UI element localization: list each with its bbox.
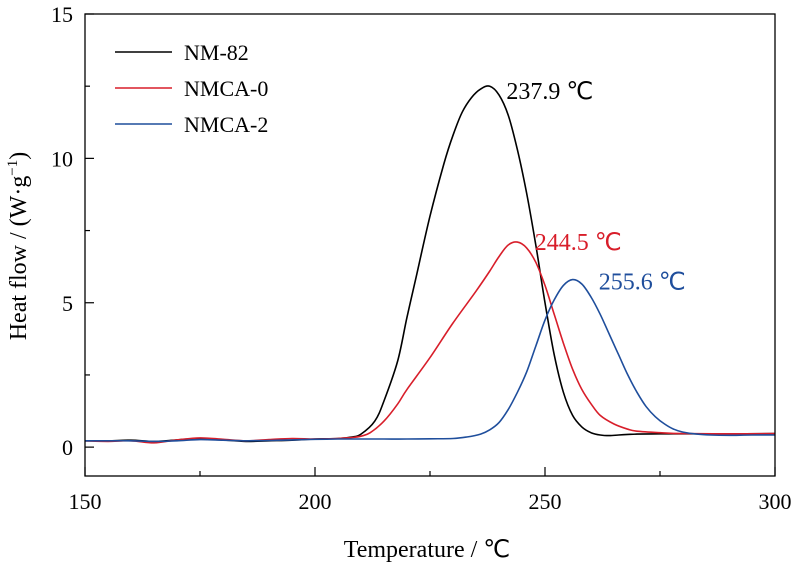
peak-label: 237.9 ℃ [506, 79, 593, 105]
y-axis-title-main: Heat flow / (W·g [6, 176, 32, 341]
x-axis-title: Temperature / ℃ [344, 537, 511, 563]
peak-annotations: 237.9 ℃ 244.5 ℃ 255.6 ℃ [506, 79, 685, 295]
peak-label: 244.5 ℃ [535, 230, 622, 256]
peak-label: 255.6 ℃ [599, 270, 686, 296]
legend-label-nmca-2: NMCA-2 [184, 112, 268, 137]
y-tick-label: 5 [62, 291, 73, 316]
y-tick-label: 10 [51, 146, 73, 171]
x-tick-label: 200 [299, 489, 332, 514]
y-axis-title-close: ) [6, 152, 32, 160]
x-tick-label: 250 [529, 489, 562, 514]
legend-label-nm-82: NM-82 [184, 40, 249, 65]
y-tick-label: 15 [51, 2, 73, 27]
y-axis-title: Heat flow / (W·g−1) [5, 152, 32, 341]
y-axis-title-superscript: −1 [5, 160, 21, 176]
y-tick-label: 0 [62, 435, 73, 460]
x-tick-label: 300 [759, 489, 792, 514]
series-layer [84, 85, 776, 444]
series-line-nmca-2 [85, 278, 776, 443]
tick-layer: 150 200 250 300 0 5 10 15 [51, 2, 792, 514]
series-line-nm-82 [84, 85, 776, 443]
x-tick-label: 150 [69, 489, 102, 514]
legend-label-nmca-0: NMCA-0 [184, 76, 268, 101]
legend: NM-82 NMCA-0 NMCA-2 [115, 40, 268, 137]
